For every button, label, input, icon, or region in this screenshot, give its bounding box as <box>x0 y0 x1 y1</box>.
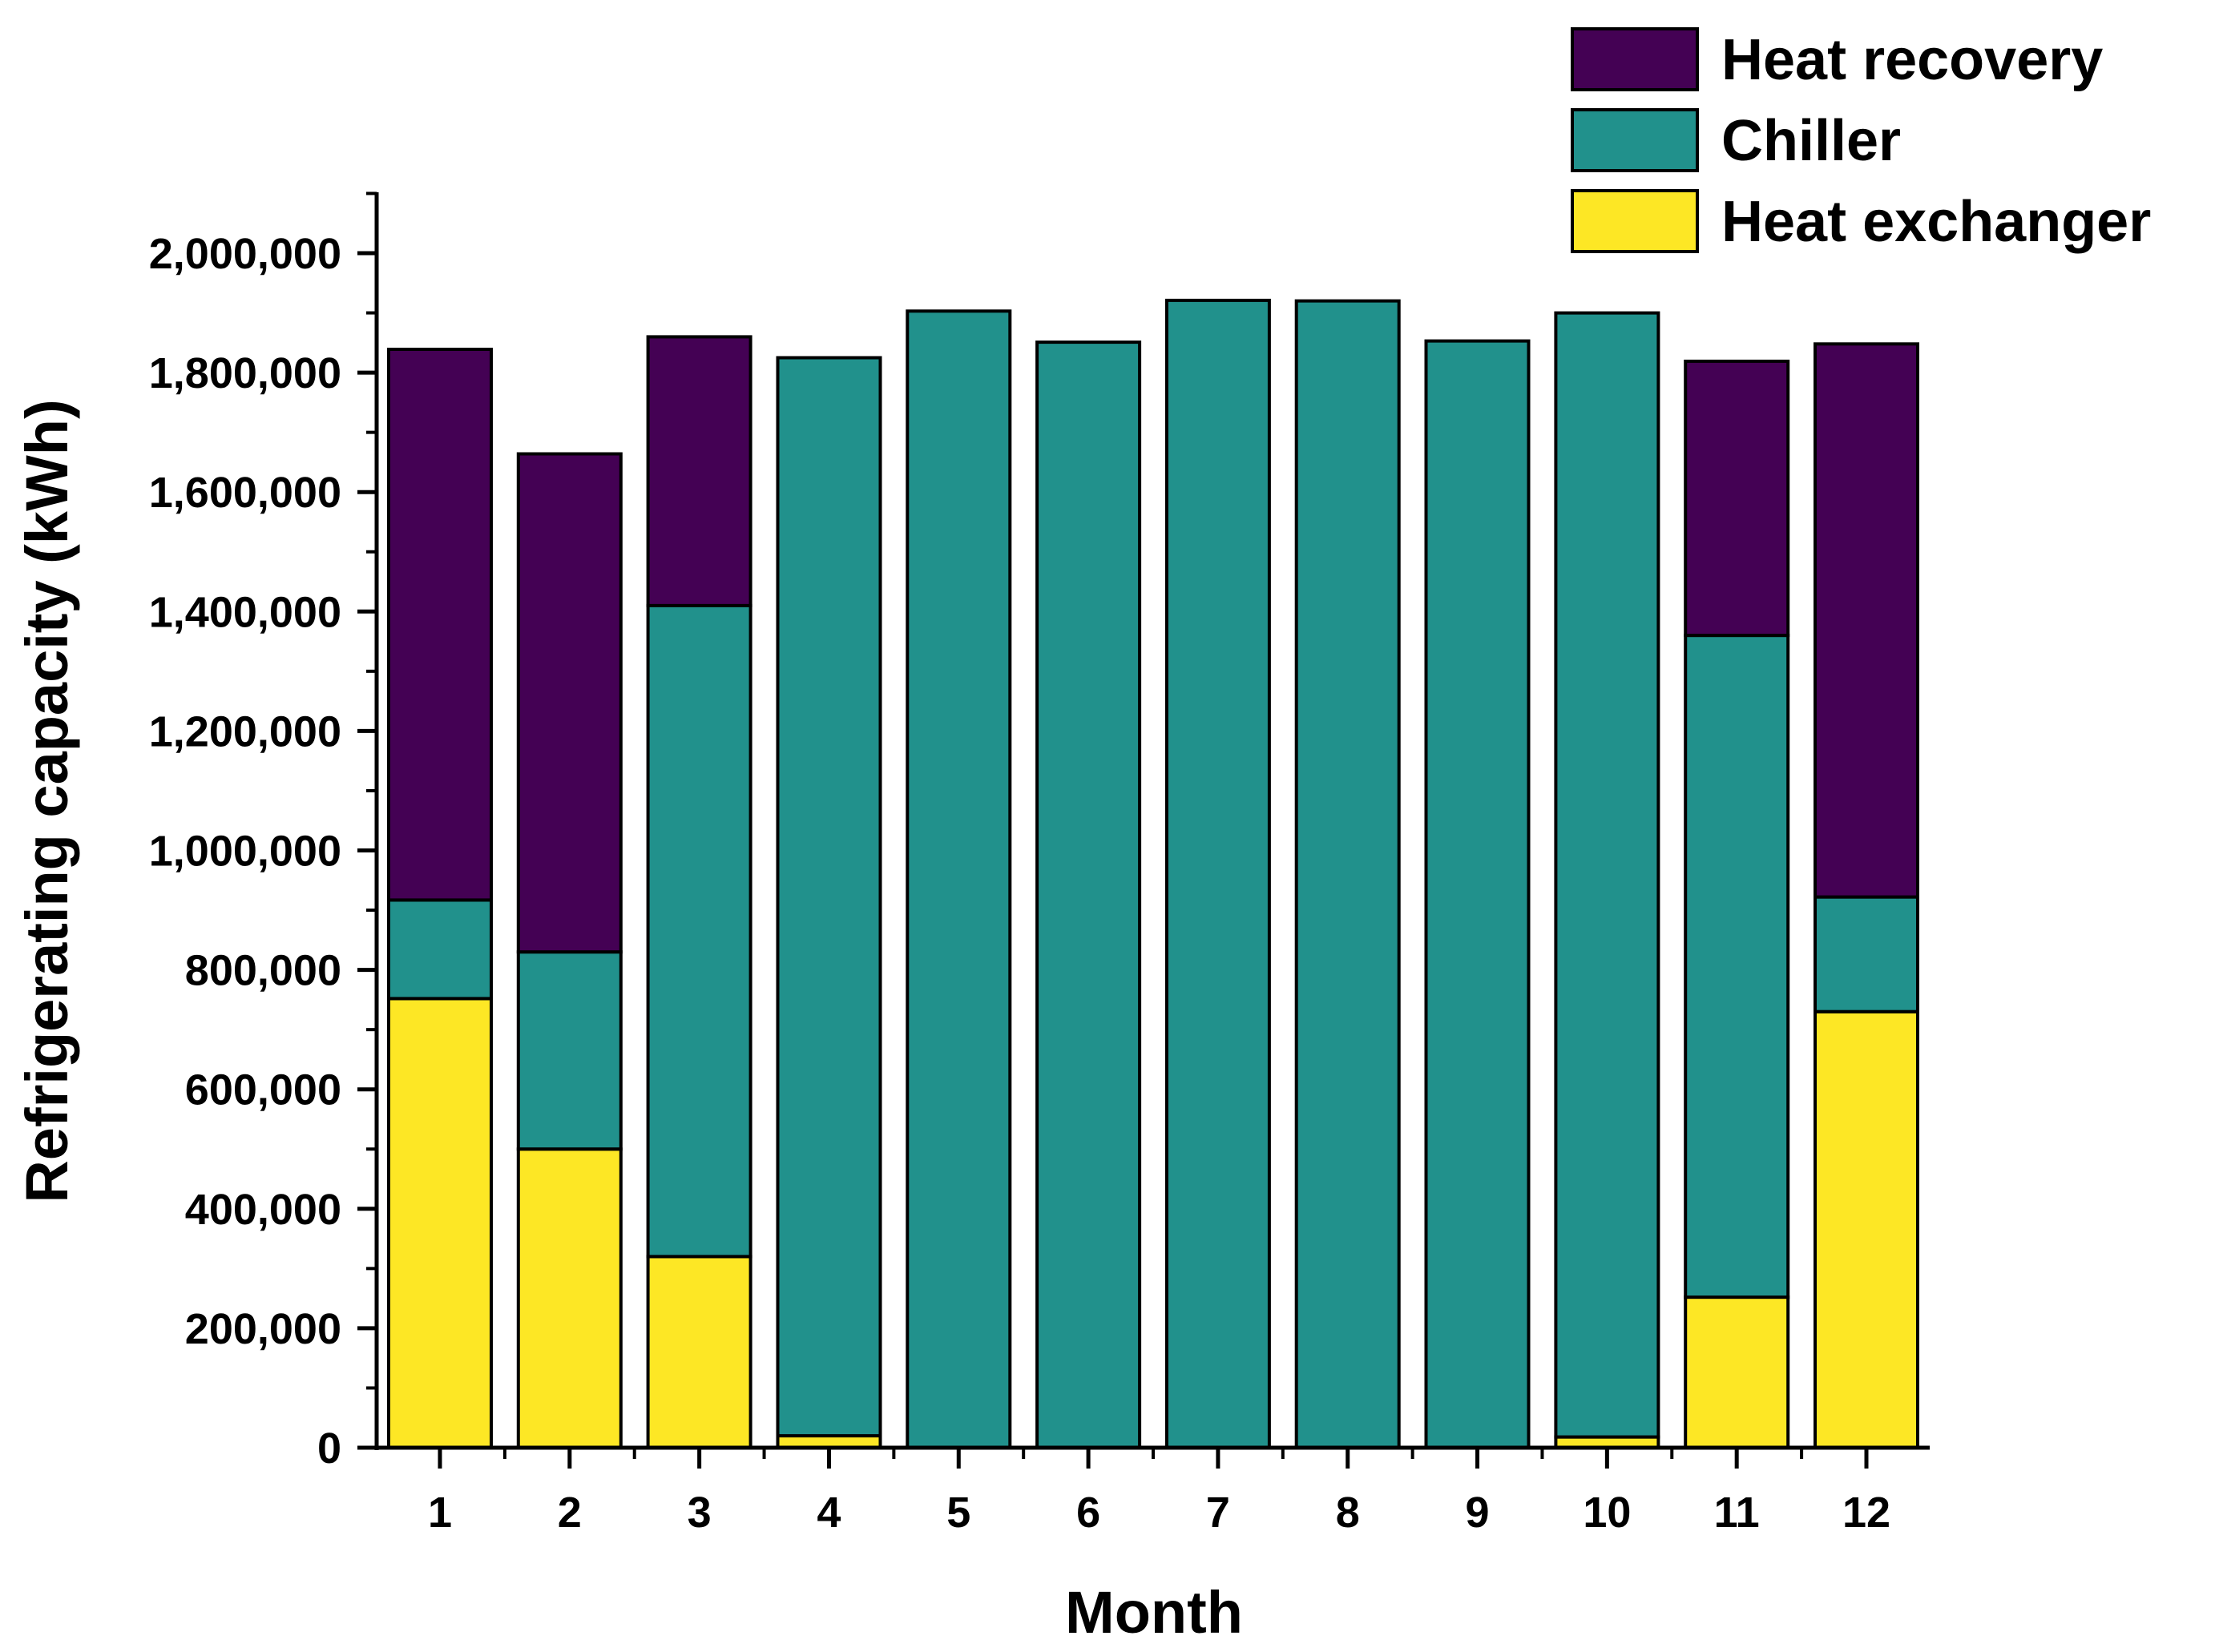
bar-chiller-month-5 <box>906 309 1012 1449</box>
bar-chiller-month-3 <box>646 603 752 1259</box>
bar-heat-exchanger-month-12 <box>1814 1009 1919 1450</box>
bar-group-month-12 <box>1814 342 1919 1450</box>
legend-item-heat-recovery: Heat recovery <box>1571 27 2103 92</box>
x-tick-label: 9 <box>1466 1489 1490 1537</box>
bar-group-month-3 <box>646 335 752 1450</box>
y-tick-label: 600,000 <box>185 1066 341 1114</box>
bar-heat-recovery-month-11 <box>1684 359 1790 638</box>
legend-swatch <box>1571 108 1699 172</box>
legend-label: Heat exchanger <box>1721 190 2151 254</box>
y-tick-label: 1,400,000 <box>149 588 341 636</box>
axes-layer: 0 200,000 400,000 600,000 800,000 1,000,000 1,… <box>149 191 1930 1537</box>
y-tick-label: 1,600,000 <box>149 469 341 517</box>
x-tick-label: 3 <box>688 1489 712 1537</box>
bar-heat-exchanger-month-3 <box>646 1255 752 1450</box>
bar-heat-exchanger-month-11 <box>1684 1295 1790 1449</box>
bar-group-month-10 <box>1554 311 1660 1449</box>
x-tick-label: 1 <box>428 1489 452 1537</box>
x-tick-label: 11 <box>1714 1489 1760 1537</box>
y-tick-label: 800,000 <box>185 947 341 995</box>
bar-group-month-11 <box>1684 359 1790 1449</box>
legend: Heat recovery Chiller Heat exchanger <box>1571 27 2151 254</box>
legend-swatch <box>1571 27 1699 91</box>
bar-heat-exchanger-month-2 <box>516 1147 623 1450</box>
bar-group-month-8 <box>1294 299 1401 1450</box>
y-tick-label: 1,000,000 <box>149 828 341 876</box>
bar-chiller-month-11 <box>1684 634 1790 1299</box>
bar-group-month-9 <box>1424 339 1531 1450</box>
bar-group-month-6 <box>1035 340 1142 1450</box>
bars-layer <box>387 298 1919 1450</box>
bar-chiller-month-10 <box>1554 311 1660 1439</box>
y-tick-label: 400,000 <box>185 1186 341 1234</box>
bar-chiller-month-1 <box>387 898 493 1001</box>
bar-group-month-4 <box>776 356 882 1449</box>
bar-group-month-7 <box>1164 298 1271 1449</box>
x-tick-label: 5 <box>946 1489 970 1537</box>
x-tick-label: 8 <box>1336 1489 1360 1537</box>
y-tick-label: 1,800,000 <box>149 349 341 397</box>
bar-group-month-2 <box>516 452 623 1450</box>
x-tick-label: 7 <box>1206 1489 1230 1537</box>
legend-label: Chiller <box>1721 109 1901 173</box>
bar-heat-exchanger-month-1 <box>387 997 493 1449</box>
y-tick-label: 1,200,000 <box>149 707 341 755</box>
legend-item-heat-exchanger: Heat exchanger <box>1571 189 2151 254</box>
bar-chiller-month-4 <box>776 356 882 1438</box>
y-axis-title: Refrigerating capacity (kWh) <box>14 399 80 1203</box>
bar-chiller-month-6 <box>1035 340 1142 1450</box>
y-tick-label: 0 <box>317 1424 341 1473</box>
legend-item-chiller: Chiller <box>1571 108 1901 173</box>
bar-chiller-month-7 <box>1164 298 1271 1449</box>
bar-group-month-1 <box>387 348 493 1449</box>
x-tick-label: 4 <box>817 1489 841 1537</box>
x-tick-label: 2 <box>558 1489 582 1537</box>
legend-label: Heat recovery <box>1721 28 2103 92</box>
bar-heat-recovery-month-2 <box>516 452 623 954</box>
x-tick-label: 6 <box>1076 1489 1100 1537</box>
bar-chiller-month-9 <box>1424 339 1531 1450</box>
x-tick-label: 10 <box>1583 1489 1631 1537</box>
bar-chiller-month-2 <box>516 950 623 1151</box>
y-tick-label: 2,000,000 <box>149 230 341 278</box>
bar-heat-recovery-month-3 <box>646 335 752 607</box>
bar-chiller-month-12 <box>1814 895 1919 1013</box>
x-tick-label: 12 <box>1842 1489 1890 1537</box>
bar-heat-recovery-month-12 <box>1814 342 1919 899</box>
bar-group-month-5 <box>906 309 1012 1449</box>
bar-heat-recovery-month-1 <box>387 348 493 902</box>
bar-chiller-month-8 <box>1294 299 1401 1450</box>
y-tick-label: 200,000 <box>185 1305 341 1353</box>
x-axis-title: Month <box>1065 1579 1243 1646</box>
legend-swatch <box>1571 189 1699 253</box>
